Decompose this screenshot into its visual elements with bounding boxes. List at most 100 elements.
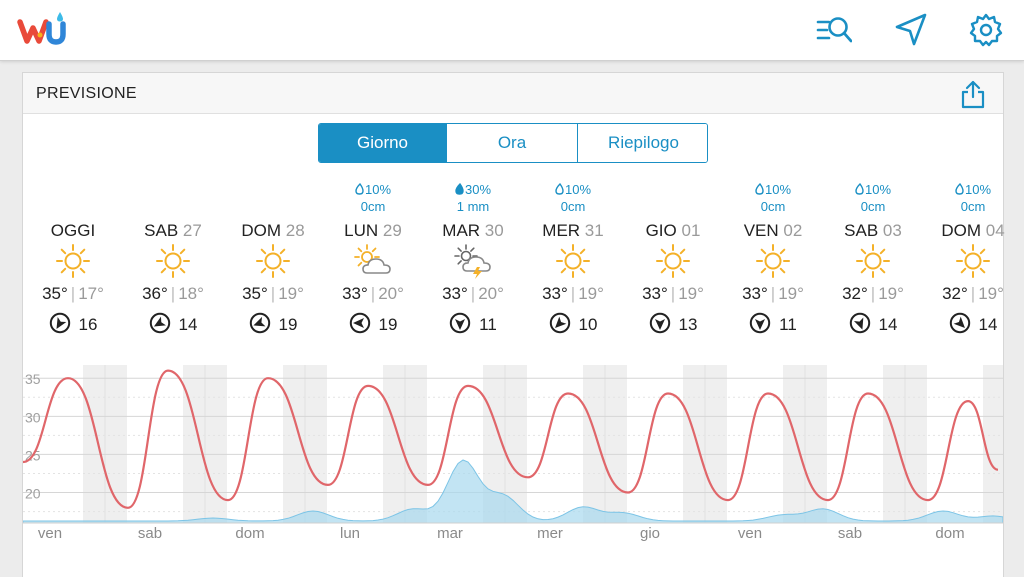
wind-speed: 11 (479, 315, 497, 334)
low-temp: 19° (678, 284, 704, 303)
low-temp: 19° (978, 284, 1004, 303)
precip-info: 10% 0cm (923, 181, 1023, 217)
low-temp: 20° (478, 284, 504, 303)
wind-speed: 11 (779, 315, 797, 334)
tab-giorno[interactable]: Giorno (319, 124, 447, 162)
search-list-icon[interactable] (816, 12, 852, 48)
day-label: SAB (844, 221, 879, 240)
location-arrow-icon[interactable] (893, 12, 929, 48)
high-temp: 33° (342, 284, 368, 303)
wind-direction-icon (249, 312, 279, 339)
precip-info (123, 181, 223, 217)
thunderstorm-icon (423, 242, 523, 280)
low-temp: 19° (578, 284, 604, 303)
wind-speed: 19 (278, 315, 298, 334)
x-axis-label: mar (437, 525, 463, 542)
x-axis-label: gio (639, 525, 661, 542)
precip-amount: 0cm (360, 199, 386, 214)
precip-amount: 0cm (960, 199, 986, 214)
high-temp: 35° (42, 284, 68, 303)
wind-info: 14 (823, 312, 923, 338)
forecast-day-3[interactable]: 10% 0cm LUN 29 33° | 20° 19 (323, 181, 423, 351)
sun-icon (923, 242, 1023, 280)
forecast-day-5[interactable]: 10% 0cm MER 31 33° | 19° 10 (523, 181, 623, 351)
day-name: SAB 27 (123, 220, 223, 242)
day-number: 29 (382, 221, 402, 240)
forecast-day-2[interactable]: DOM 28 35° | 19° 19 (223, 181, 323, 351)
x-axis-label: sab (837, 525, 863, 542)
low-temp: 19° (878, 284, 904, 303)
forecast-day-8[interactable]: 10% 0cm SAB 03 32° | 19° 14 (823, 181, 923, 351)
wind-direction-icon (749, 312, 779, 339)
x-axis-label: lun (339, 525, 361, 542)
high-temp: 33° (542, 284, 568, 303)
temperature-range: 32° | 19° (842, 284, 904, 303)
precip-info (23, 181, 123, 217)
settings-gear-icon[interactable] (968, 12, 1004, 48)
day-name: MAR 30 (423, 220, 523, 242)
precip-info: 10% 0cm (823, 181, 923, 217)
forecast-day-4[interactable]: 30% 1 mm MAR 30 33° | 20° 11 (423, 181, 523, 351)
tab-riepilogo[interactable]: Riepilogo (578, 124, 707, 162)
precip-area (23, 459, 1003, 524)
day-number: 04 (985, 221, 1005, 240)
day-name: VEN 02 (723, 220, 823, 242)
temperature-range: 33° | 20° (442, 284, 504, 303)
raindrop-icon (355, 182, 365, 197)
top-app-bar (0, 0, 1024, 61)
precip-info (623, 181, 723, 217)
high-temp: 32° (842, 284, 868, 303)
high-temp: 36° (142, 284, 168, 303)
temperature-range: 33° | 19° (742, 284, 804, 303)
day-name: LUN 29 (323, 220, 423, 242)
wind-direction-icon (49, 312, 79, 339)
wind-info: 19 (323, 312, 423, 338)
partly-cloudy-icon (323, 242, 423, 280)
temperature-range: 35° | 17° (42, 284, 104, 303)
day-label: MER (542, 221, 581, 240)
x-axis-label: ven (737, 525, 763, 542)
high-temp: 33° (642, 284, 668, 303)
forecast-day-1[interactable]: SAB 27 36° | 18° 14 (123, 181, 223, 351)
precip-chance: 30% (464, 182, 492, 197)
precip-amount: 0cm (860, 199, 886, 214)
raindrop-icon (755, 182, 765, 197)
temperature-range: 36° | 18° (142, 284, 204, 303)
wind-direction-icon (449, 312, 479, 339)
x-axis-label: ven (37, 525, 63, 542)
day-number: 02 (783, 221, 803, 240)
day-number: 27 (182, 221, 202, 240)
precip-info (223, 181, 323, 217)
low-temp: 20° (378, 284, 404, 303)
forecast-day-7[interactable]: 10% 0cm VEN 02 33° | 19° 11 (723, 181, 823, 351)
precip-chance: 10% (864, 182, 892, 197)
day-number: 01 (681, 221, 701, 240)
forecast-day-0[interactable]: OGGI 35° | 17° 16 (23, 181, 123, 351)
temperature-range: 35° | 19° (242, 284, 304, 303)
precip-info: 10% 0cm (323, 181, 423, 217)
x-axis-label: dom (235, 525, 265, 542)
y-tick-label: 35 (25, 371, 41, 387)
wind-info: 11 (423, 312, 523, 338)
temperature-range: 32° | 19° (942, 284, 1004, 303)
wind-direction-icon (149, 312, 179, 339)
wu-logo-icon[interactable] (16, 12, 70, 46)
day-label: DOM (241, 221, 281, 240)
day-name: DOM 04 (923, 220, 1023, 242)
temperature-range: 33° | 19° (542, 284, 604, 303)
day-name: MER 31 (523, 220, 623, 242)
temperature-line (23, 369, 999, 509)
day-label: OGGI (50, 221, 96, 240)
forecast-day-6[interactable]: GIO 01 33° | 19° 13 (623, 181, 723, 351)
wind-speed: 19 (378, 315, 398, 334)
view-segmented-control: Giorno Ora Riepilogo (318, 123, 708, 163)
night-band (983, 365, 1003, 523)
precip-info: 10% 0cm (523, 181, 623, 217)
precip-amount: 1 mm (456, 199, 490, 214)
tab-ora[interactable]: Ora (447, 124, 578, 162)
raindrop-icon (455, 182, 465, 197)
share-icon[interactable] (959, 79, 987, 109)
forecast-day-9[interactable]: 10% 0cm DOM 04 32° | 19° 14 (923, 181, 1023, 351)
card-header: PREVISIONE (23, 73, 1003, 114)
